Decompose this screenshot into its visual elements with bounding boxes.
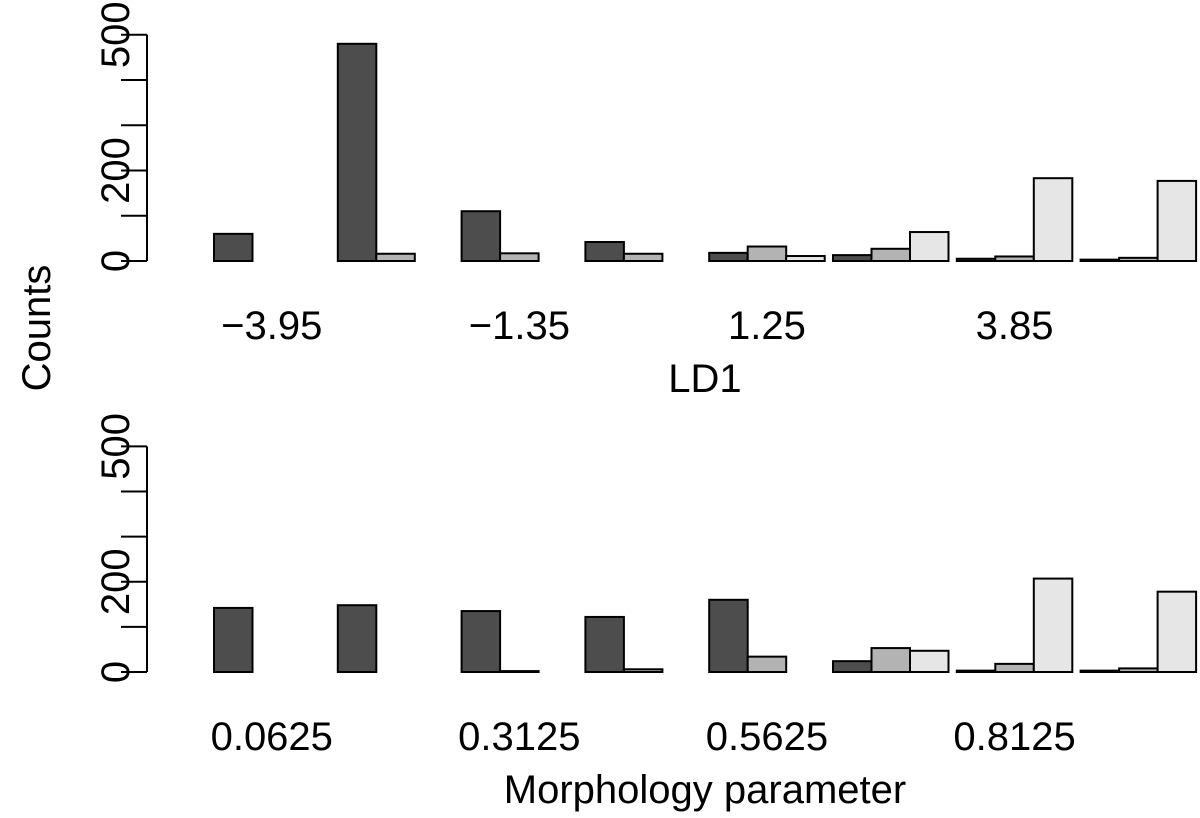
y-axis-morphology: 0 200 500 — [94, 413, 148, 683]
x-tick-label: −3.95 — [221, 304, 322, 348]
bar-series-2 — [375, 252, 416, 262]
bar-series-3 — [785, 255, 826, 262]
y-tick-label: 200 — [94, 137, 138, 204]
x-tick-label: 1.25 — [728, 304, 806, 348]
x-tick-labels-ld1: −3.95 −1.35 1.25 3.85 — [221, 304, 1053, 348]
bar-series-1 — [336, 42, 378, 262]
bar-series-2 — [622, 668, 664, 673]
bar-series-3 — [1156, 179, 1198, 262]
bar-series-2 — [499, 670, 540, 674]
y-axis-ld1: 0 200 500 — [94, 1, 148, 272]
bar-series-2 — [994, 255, 1035, 263]
panel-morphology: 0 200 500 0.0625 0.3125 0.5625 0.8125 Morphol… — [94, 413, 1198, 812]
x-tick-label: 0.5625 — [706, 715, 828, 759]
bar-series-3 — [909, 649, 950, 673]
bar-series-1 — [955, 257, 997, 262]
bar-series-2 — [870, 647, 911, 674]
bar-series-1 — [584, 615, 625, 674]
bar-series-1 — [460, 210, 502, 263]
bar-series-3 — [1032, 177, 1074, 263]
shared-y-axis-label: Counts — [15, 265, 59, 392]
bar-series-3 — [909, 231, 950, 262]
bar-series-2 — [994, 662, 1035, 673]
bar-series-1 — [213, 232, 254, 263]
bar-series-1 — [708, 251, 749, 262]
bar-series-1 — [1079, 258, 1121, 262]
bar-series-3 — [1156, 590, 1198, 673]
y-tick-label: 0 — [94, 661, 138, 683]
bar-series-2 — [746, 245, 788, 263]
x-axis-label-ld1: LD1 — [668, 357, 741, 401]
x-tick-labels-morphology: 0.0625 0.3125 0.5625 0.8125 — [211, 715, 1076, 759]
y-tick-label: 200 — [94, 548, 138, 615]
bar-series-2 — [870, 247, 911, 263]
x-tick-label: 0.0625 — [211, 715, 333, 759]
bar-series-1 — [708, 598, 749, 673]
bars-ld1 — [213, 42, 1198, 263]
bar-series-2 — [499, 252, 540, 262]
bar-series-1 — [213, 606, 254, 674]
panel-ld1: 0 200 500 −3.95 −1.35 1.25 3.85 LD1 — [94, 1, 1198, 401]
bar-series-1 — [832, 660, 873, 674]
bar-series-1 — [1079, 669, 1121, 674]
bar-series-3 — [1032, 577, 1074, 673]
bar-series-1 — [336, 604, 378, 673]
x-tick-label: 3.85 — [976, 304, 1054, 348]
y-tick-label: 500 — [94, 413, 138, 480]
x-tick-label: −1.35 — [469, 304, 570, 348]
bar-series-1 — [460, 610, 502, 674]
bar-series-1 — [955, 669, 997, 674]
bar-series-2 — [1118, 256, 1159, 262]
x-tick-label: 0.3125 — [458, 715, 580, 759]
y-tick-label: 0 — [94, 250, 138, 272]
bar-series-2 — [1118, 667, 1159, 673]
bar-series-2 — [746, 655, 788, 674]
bar-series-1 — [832, 254, 873, 262]
x-axis-label-morphology: Morphology parameter — [504, 768, 906, 812]
y-tick-label: 500 — [94, 1, 138, 68]
x-tick-label: 0.8125 — [953, 715, 1075, 759]
bars-morphology — [213, 577, 1198, 674]
bar-series-1 — [584, 240, 625, 262]
bar-series-2 — [622, 252, 664, 262]
